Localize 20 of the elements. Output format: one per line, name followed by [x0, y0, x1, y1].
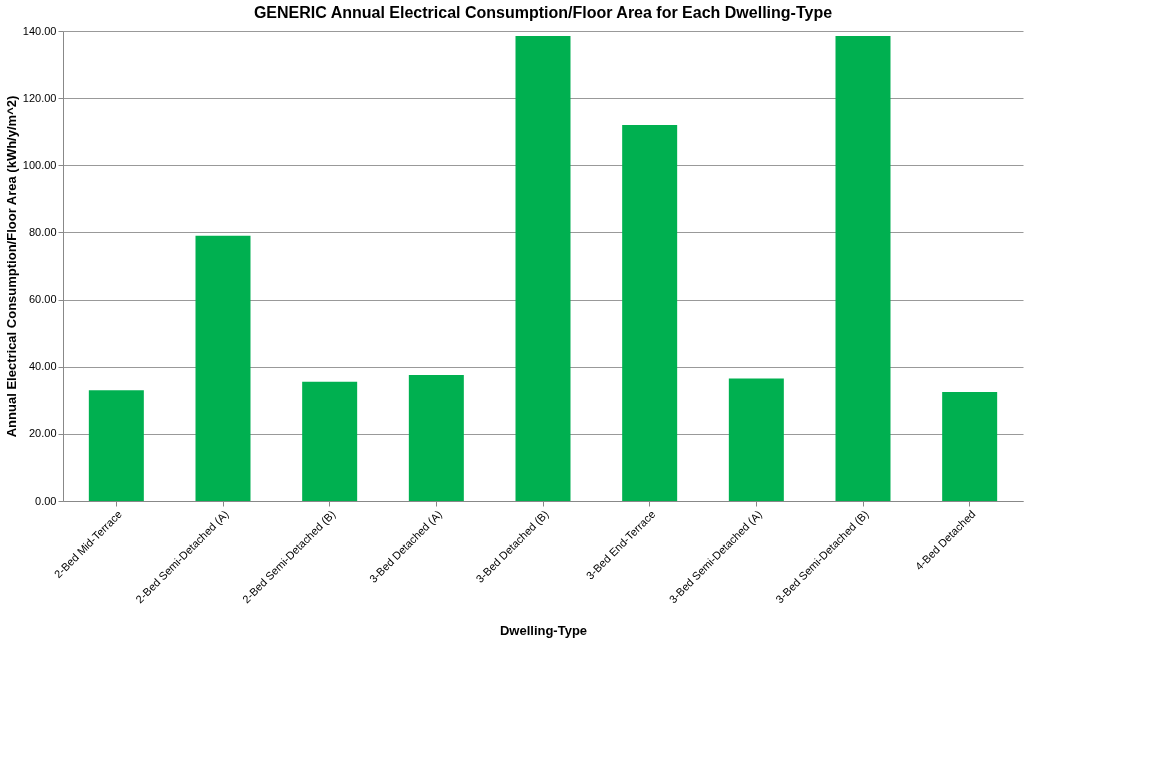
y-tick-label: 80.00 [28, 225, 57, 238]
bar [622, 125, 678, 501]
bar [88, 390, 144, 501]
y-tick-label: 100.00 [22, 158, 57, 171]
y-tick-label: 140.00 [22, 24, 57, 37]
bar [942, 391, 998, 501]
bar [195, 235, 251, 501]
x-axis-title: Dwelling-Type [499, 623, 588, 639]
y-tick-label: 20.00 [28, 427, 57, 440]
y-axis-title: Annual Electrical Consumption/Floor Area (kWh/y/m^2) [3, 95, 19, 438]
y-tick-label: 40.00 [28, 360, 57, 373]
y-tick-label: 60.00 [28, 293, 57, 306]
bar [408, 375, 464, 501]
y-tick-label: 0.00 [35, 494, 57, 507]
bar [728, 378, 784, 501]
bar [515, 36, 571, 501]
bar [302, 381, 358, 501]
y-tick-label: 120.00 [22, 91, 57, 104]
bar [835, 36, 891, 501]
chart-title: GENERIC Annual Electrical Consumption/Floor Area for Each Dwelling-Type [253, 4, 833, 21]
